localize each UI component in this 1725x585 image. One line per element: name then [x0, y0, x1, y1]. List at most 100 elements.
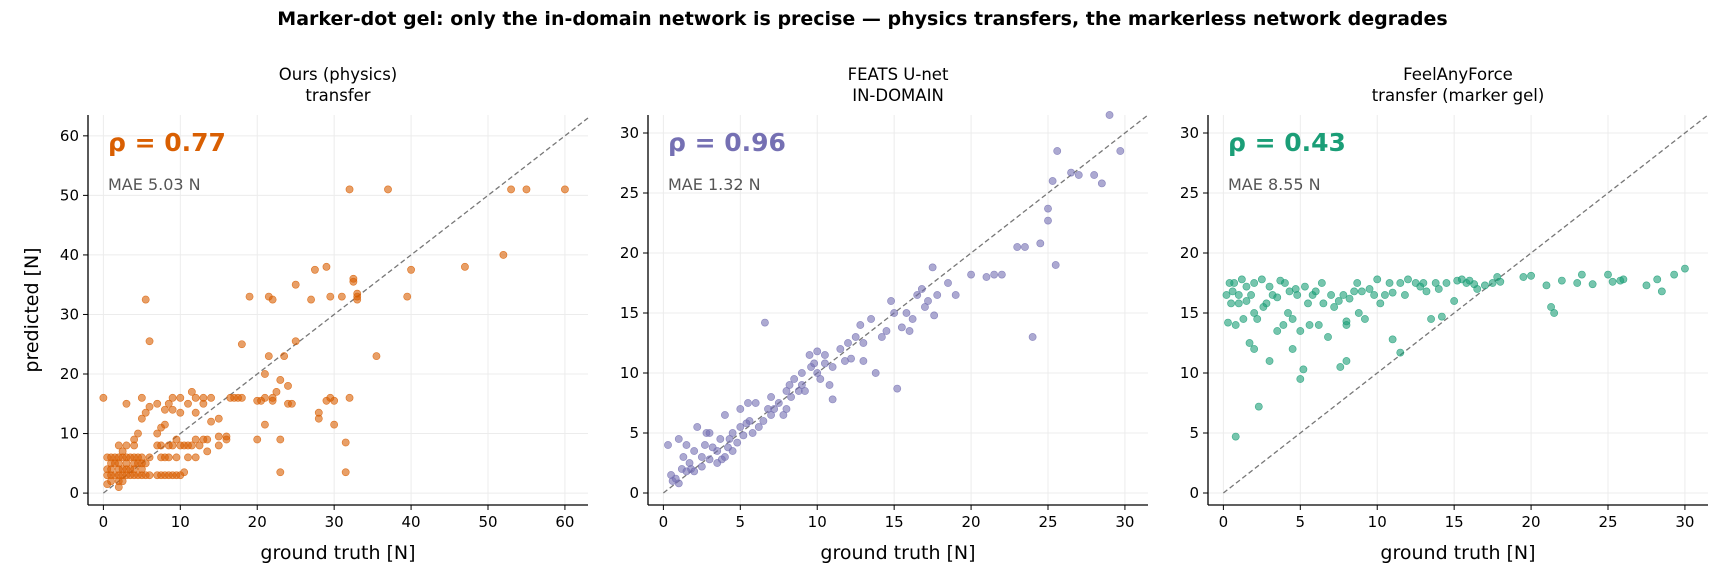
- x-tick-label: 5: [736, 513, 746, 531]
- data-point: [191, 408, 200, 417]
- data-point: [145, 337, 154, 346]
- data-point: [1227, 299, 1235, 308]
- data-point: [1074, 171, 1083, 179]
- x-tick-label: 10: [808, 513, 827, 531]
- data-point: [214, 432, 223, 441]
- data-point: [276, 376, 285, 384]
- data-point: [1619, 275, 1628, 284]
- data-point: [1588, 280, 1597, 289]
- data-point: [705, 429, 714, 437]
- data-point: [1250, 309, 1259, 317]
- data-point: [222, 432, 231, 441]
- data-point: [1265, 282, 1274, 291]
- data-point: [522, 185, 531, 194]
- x-tick-label: 10: [171, 513, 190, 531]
- data-point: [237, 340, 246, 349]
- data-point: [330, 420, 339, 429]
- data-point: [349, 274, 358, 283]
- panel-title-line: FEATS U-net: [848, 65, 949, 84]
- data-point: [1273, 327, 1282, 335]
- data-point: [1653, 275, 1662, 284]
- data-point: [1370, 291, 1379, 299]
- data-point: [1353, 279, 1362, 287]
- y-tick-label: 25: [1180, 184, 1199, 202]
- data-point: [114, 441, 123, 450]
- data-point: [1036, 239, 1045, 248]
- data-point: [1342, 357, 1351, 365]
- panel-title-line: transfer (marker gel): [1372, 86, 1545, 105]
- y-tick-label: 0: [629, 484, 639, 502]
- data-point: [176, 408, 185, 417]
- data-point: [184, 453, 192, 462]
- data-point: [761, 318, 769, 327]
- data-point: [867, 315, 875, 323]
- data-point: [268, 295, 277, 304]
- data-point: [261, 393, 269, 402]
- data-point: [851, 333, 860, 341]
- data-point: [797, 381, 806, 389]
- x-tick-label: 30: [1115, 513, 1134, 531]
- data-point: [314, 414, 323, 423]
- data-point: [1044, 204, 1052, 213]
- data-point: [1419, 279, 1428, 287]
- data-point: [276, 468, 285, 477]
- data-point: [1305, 321, 1314, 329]
- data-point: [1642, 281, 1651, 290]
- data-point: [203, 447, 212, 456]
- data-point: [1473, 285, 1482, 293]
- data-point: [859, 357, 868, 365]
- data-point: [499, 251, 508, 259]
- data-point: [779, 411, 788, 419]
- data-point: [322, 262, 331, 271]
- data-point: [137, 414, 146, 423]
- y-tick-label: 30: [1180, 124, 1199, 142]
- data-point: [191, 435, 200, 444]
- data-point: [507, 185, 515, 194]
- data-point: [1028, 333, 1037, 341]
- y-tick-label: 25: [620, 184, 639, 202]
- x-tick-label: 30: [325, 513, 344, 531]
- data-point: [141, 295, 150, 304]
- data-point: [664, 441, 672, 449]
- data-point: [1224, 318, 1232, 327]
- data-point: [122, 399, 131, 408]
- x-tick-label: 0: [99, 513, 109, 531]
- data-point: [990, 270, 999, 279]
- x-tick-label: 0: [659, 513, 669, 531]
- panel-title-line: IN-DOMAIN: [852, 86, 944, 105]
- data-point: [1657, 287, 1666, 296]
- y-tick-label: 10: [60, 425, 79, 443]
- y-tick-label: 0: [1189, 484, 1199, 502]
- data-point: [326, 292, 335, 301]
- panel-title-line: Ours (physics): [279, 65, 398, 84]
- data-point: [191, 393, 200, 402]
- data-point: [237, 393, 246, 402]
- data-point: [1608, 277, 1617, 286]
- data-point: [847, 354, 855, 363]
- data-point: [825, 381, 834, 389]
- panel-feats-unet: 0 5 10 15 20 25 30 0 5 10 15 20 25 30 ground truth [N]…: [620, 65, 1149, 564]
- data-point: [1361, 315, 1369, 323]
- data-point: [1311, 287, 1320, 296]
- data-point: [682, 441, 691, 449]
- y-tick-label: 0: [69, 484, 79, 502]
- x-tick-label: 5: [1296, 513, 1306, 531]
- data-point: [1262, 299, 1271, 308]
- y-tick-label: 5: [629, 424, 639, 442]
- data-point: [1250, 345, 1259, 353]
- data-point: [118, 447, 127, 456]
- data-point: [287, 399, 296, 408]
- data-point: [1317, 279, 1326, 287]
- data-point: [713, 447, 722, 455]
- data-point: [261, 370, 269, 378]
- data-point: [407, 265, 415, 274]
- y-tick-label: 5: [1189, 424, 1199, 442]
- data-point: [1116, 147, 1125, 155]
- data-point: [1319, 299, 1328, 308]
- data-point: [701, 441, 709, 449]
- data-point: [813, 347, 822, 356]
- data-point: [122, 441, 131, 450]
- data-point: [745, 417, 754, 425]
- data-point: [1299, 365, 1308, 374]
- data-point: [828, 363, 837, 371]
